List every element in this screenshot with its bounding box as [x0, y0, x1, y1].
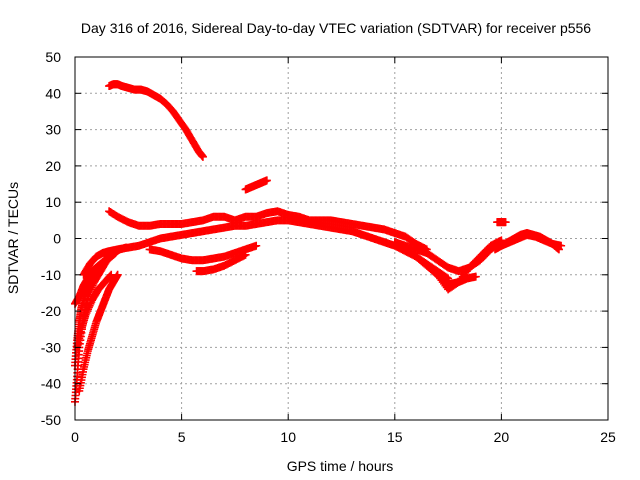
axis-ticks: 0 5 10 15 20 25 -50 -40 -30 -20 -10 0 10 20 30 40 50 [41, 49, 616, 445]
data-point [262, 176, 271, 185]
x-tick-label: 0 [71, 429, 79, 445]
y-tick-label: 40 [45, 85, 61, 101]
series-arc-20 [493, 218, 510, 227]
y-tick-label: -50 [41, 412, 61, 428]
data-point [471, 272, 480, 281]
data-point [252, 241, 261, 250]
x-tick-label: 20 [494, 429, 510, 445]
x-tick-label: 10 [280, 429, 296, 445]
series-points [71, 80, 566, 406]
data-point [557, 241, 566, 250]
y-tick-label: 10 [45, 194, 61, 210]
series-arc-mid [241, 176, 271, 194]
data-point [122, 243, 131, 252]
series-arc-tail-2 [497, 230, 566, 250]
y-tick-label: 20 [45, 158, 61, 174]
y-tick-label: -10 [41, 267, 61, 283]
x-tick-label: 25 [600, 429, 616, 445]
x-tick-label: 5 [178, 429, 186, 445]
series-arc-late-3 [429, 267, 480, 288]
y-tick-label: -20 [41, 303, 61, 319]
chart-title: Day 316 of 2016, Sidereal Day-to-day VTE… [81, 20, 591, 36]
y-tick-label: -40 [41, 376, 61, 392]
data-point [107, 270, 116, 279]
grid [75, 57, 608, 420]
series-arc-main-upper [105, 207, 431, 254]
y-tick-label: 30 [45, 122, 61, 138]
data-point [198, 152, 207, 161]
x-tick-label: 15 [387, 429, 403, 445]
x-axis-label: GPS time / hours [287, 458, 394, 474]
series-arc-late-1 [390, 238, 506, 276]
series-arc-rise-5 [73, 270, 116, 352]
y-axis-label: SDTVAR / TECUs [5, 182, 21, 294]
data-point [241, 250, 250, 259]
series-arc-dip-short [192, 250, 250, 276]
y-tick-label: 50 [45, 49, 61, 65]
y-tick-label: 0 [53, 231, 61, 247]
series-arc-rise-4 [71, 243, 131, 308]
series-arc-high [105, 80, 207, 161]
data-point [501, 218, 510, 227]
series-arc-dip [145, 241, 261, 265]
y-tick-label: -30 [41, 339, 61, 355]
series-arc-rise-3 [75, 270, 122, 395]
